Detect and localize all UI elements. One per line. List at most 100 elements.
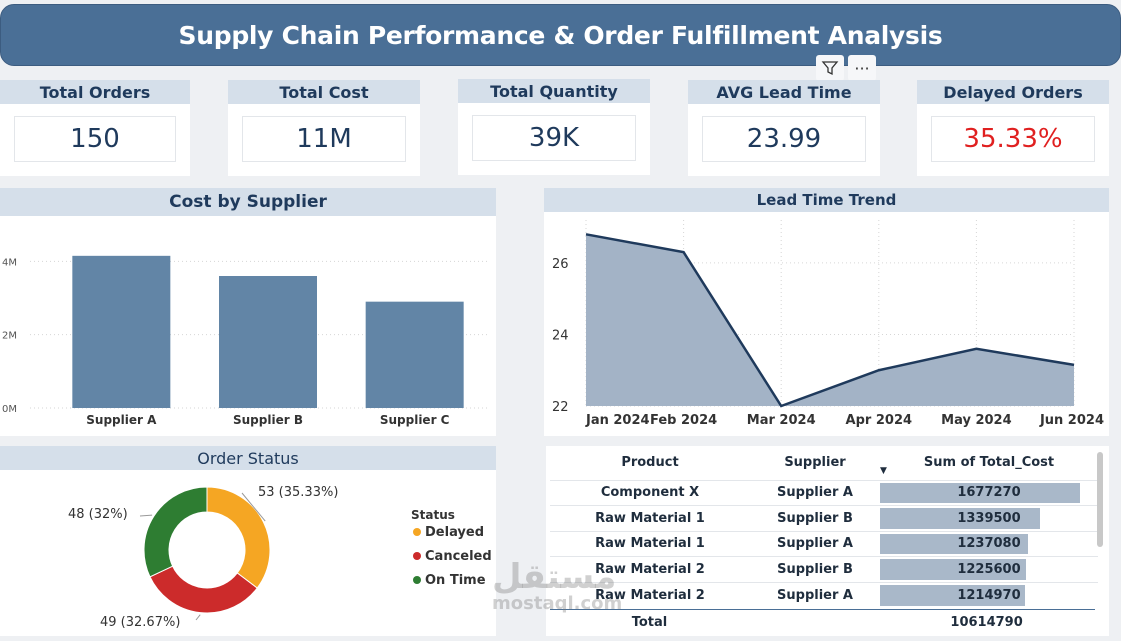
donut-slice[interactable] xyxy=(143,486,208,578)
sort-desc-icon: ▼ xyxy=(880,466,887,476)
cell-product: Raw Material 2 xyxy=(550,581,750,608)
y-tick-label: 0M xyxy=(2,404,17,415)
kpi-value: 11M xyxy=(242,116,406,162)
x-tick-label: May 2024 xyxy=(941,413,1012,428)
data-label: 48 (32%) xyxy=(68,507,128,522)
column-header-sum-of-total-cost[interactable]: ▼ Sum of Total_Cost xyxy=(880,455,1055,476)
x-tick-label: Supplier B xyxy=(233,413,303,427)
panel-title: Lead Time Trend xyxy=(544,188,1109,212)
table-row[interactable]: Component X Supplier A 1677270 xyxy=(550,479,1098,506)
donut-chart: 53 (35.33%) 49 (32.67%) 48 (32%) Status Dela… xyxy=(68,485,492,630)
data-label: 53 (35.33%) xyxy=(258,485,338,500)
table-row[interactable]: Raw Material 1 Supplier B 1339500 xyxy=(550,505,1098,531)
total-value: 10614790 xyxy=(950,614,1023,630)
cell-value: 1214970 xyxy=(957,587,1021,603)
data-label: 49 (32.67%) xyxy=(100,615,180,630)
cost-by-supplier-panel: Cost by Supplier 0M 2M 4M Supplier A Supplie… xyxy=(0,188,496,436)
cell-product: Raw Material 1 xyxy=(550,530,750,557)
bar[interactable] xyxy=(219,276,317,408)
table-total-row: Total 10614790 xyxy=(550,608,1095,635)
legend-item[interactable]: Delayed xyxy=(425,525,484,540)
lead-time-trend-panel: Lead Time Trend 22 24 26 Jan 2024 Feb 2024 Ma… xyxy=(544,188,1109,436)
cell-value: 1237080 xyxy=(957,536,1021,552)
cell-supplier: Supplier A xyxy=(750,479,880,506)
watermark-latin: mostaql.com xyxy=(492,593,623,614)
cell-supplier: Supplier A xyxy=(750,581,880,608)
cell-total-cost: 1225600 xyxy=(880,556,1098,582)
table-header-row: Product Supplier ▼ Sum of Total_Cost xyxy=(550,446,1098,480)
cell-total-cost: 1339500 xyxy=(880,505,1098,531)
table-container: Product Supplier ▼ Sum of Total_Cost Com… xyxy=(550,446,1098,635)
kpi-label: Total Quantity xyxy=(458,79,650,103)
legend-marker xyxy=(413,528,421,536)
title-bar: Supply Chain Performance & Order Fulfill… xyxy=(0,4,1121,66)
cell-value: 1339500 xyxy=(957,510,1021,526)
kpi-card-total-cost: Total Cost 11M xyxy=(228,80,420,176)
data-bar xyxy=(880,584,1025,606)
cell-product: Component X xyxy=(550,479,750,506)
legend-marker xyxy=(413,576,421,584)
table-scrollbar[interactable] xyxy=(1097,452,1103,547)
kpi-card-delayed-orders: Delayed Orders 35.33% xyxy=(917,80,1109,176)
leader-line xyxy=(195,614,201,621)
cell-total-cost: 1214970 xyxy=(880,581,1098,608)
x-tick-label: Mar 2024 xyxy=(747,413,816,428)
bar[interactable] xyxy=(72,255,171,408)
panel-title: Order Status xyxy=(0,446,496,470)
x-tick-label: Feb 2024 xyxy=(650,413,717,428)
page-title: Supply Chain Performance & Order Fulfill… xyxy=(178,20,943,50)
y-tick-label: 24 xyxy=(552,328,569,343)
data-bar xyxy=(880,533,1028,554)
data-bar xyxy=(880,559,1027,580)
legend-marker xyxy=(413,552,421,560)
cell-supplier: Supplier B xyxy=(750,505,880,531)
series-line[interactable] xyxy=(585,233,1075,408)
kpi-label: Total Cost xyxy=(228,80,420,104)
filter-icon[interactable] xyxy=(816,55,844,81)
column-header-supplier[interactable]: Supplier xyxy=(784,455,846,471)
table-row[interactable]: Raw Material 2 Supplier B 1225600 xyxy=(550,556,1098,582)
cell-value: 1225600 xyxy=(957,561,1021,577)
legend-title: Status xyxy=(411,508,455,522)
y-tick-label: 4M xyxy=(2,257,17,268)
cell-product: Raw Material 2 xyxy=(550,556,750,582)
y-tick-label: 22 xyxy=(552,400,569,415)
visual-toolbar: ··· xyxy=(816,55,876,81)
y-tick-label: 26 xyxy=(552,257,569,272)
cell-value: 1677270 xyxy=(957,485,1021,501)
leader-line xyxy=(241,492,266,522)
leader-line xyxy=(139,514,153,517)
watermark-arabic: مستقل xyxy=(492,557,617,597)
cell-product: Raw Material 1 xyxy=(550,505,750,531)
column-header-product[interactable]: Product xyxy=(621,455,679,471)
legend-item[interactable]: Canceled xyxy=(425,549,492,564)
legend-item[interactable]: On Time xyxy=(425,573,486,588)
kpi-value: 35.33% xyxy=(931,116,1095,162)
kpi-label: Delayed Orders xyxy=(917,80,1109,104)
y-tick-label: 2M xyxy=(2,331,17,342)
kpi-label: Total Orders xyxy=(0,80,190,104)
kpi-card-total-quantity: Total Quantity 39K xyxy=(458,79,650,175)
x-tick-label: Supplier A xyxy=(86,413,157,427)
table-row[interactable]: Raw Material 2 Supplier A 1214970 xyxy=(550,581,1098,608)
cost-table: Product Supplier ▼ Sum of Total_Cost Com… xyxy=(550,446,1098,608)
panel-title: Cost by Supplier xyxy=(0,188,496,216)
data-bar xyxy=(880,482,1080,503)
table-row[interactable]: Raw Material 1 Supplier A 1237080 xyxy=(550,530,1098,557)
watermark: مستقل mostaql.com xyxy=(492,560,622,614)
x-tick-label: Supplier C xyxy=(380,413,450,427)
cell-supplier: Supplier A xyxy=(750,530,880,557)
donut-slice[interactable] xyxy=(206,486,271,589)
bar[interactable] xyxy=(365,301,464,408)
data-bar xyxy=(880,508,1040,529)
x-tick-label: Jan 2024 xyxy=(585,413,650,428)
more-options-icon[interactable]: ··· xyxy=(848,55,876,81)
bar-chart: 0M 2M 4M Supplier A Supplier B Supplier C xyxy=(2,255,490,427)
kpi-label: AVG Lead Time xyxy=(688,80,880,104)
kpi-card-total-orders: Total Orders 150 xyxy=(0,80,190,176)
x-tick-label: Apr 2024 xyxy=(846,413,913,428)
area-fill xyxy=(586,234,1074,406)
cell-total-cost: 1677270 xyxy=(880,479,1098,506)
area-chart: 22 24 26 Jan 2024 Feb 2024 Mar 2024 Apr 2024 Ma… xyxy=(552,220,1104,428)
kpi-card-avg-lead-time: AVG Lead Time 23.99 xyxy=(688,80,880,176)
